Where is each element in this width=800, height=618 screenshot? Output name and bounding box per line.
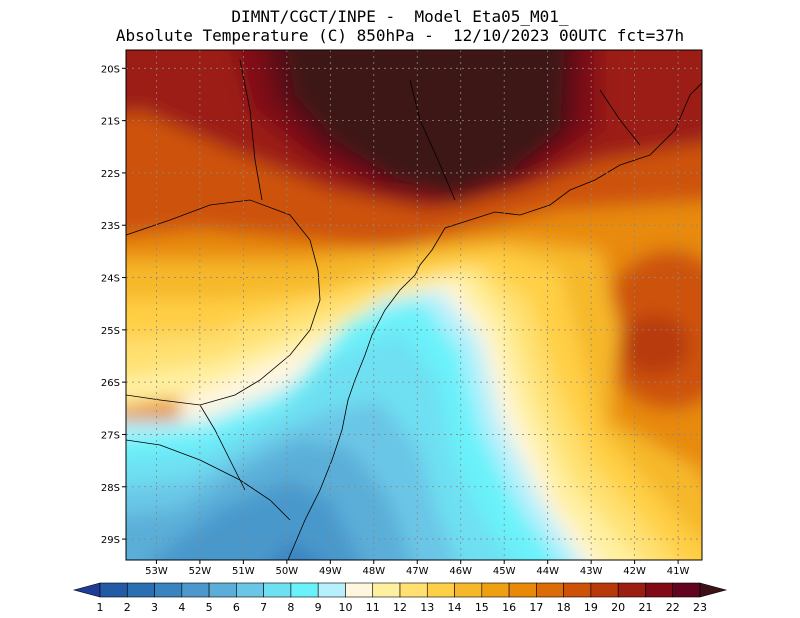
colorbar-label: 11 — [366, 601, 380, 614]
colorbar-swatch — [672, 582, 701, 598]
lon-tick-label: 46W — [449, 566, 472, 577]
temperature-field — [126, 50, 702, 560]
lat-tick-label: 24S — [101, 274, 120, 285]
colorbar-label: 21 — [638, 601, 652, 614]
colorbar-swatch — [590, 582, 619, 598]
lon-tick-label: 49W — [319, 566, 342, 577]
colorbar-swatch — [617, 582, 646, 598]
colorbar-swatch — [508, 582, 537, 598]
colorbar-label: 5 — [206, 601, 213, 614]
map-title-line-2: Absolute Temperature (C) 850hPa - 12/10/… — [115, 26, 685, 45]
colorbar-swatch — [317, 582, 346, 598]
lat-tick-label: 27S — [101, 430, 120, 441]
colorbar-swatch — [263, 582, 292, 598]
latitude-ticks: 20S 21S 22S 23S 24S 25S 26S 27S 28S 29S — [101, 64, 126, 546]
colorbar-swatch — [563, 582, 592, 598]
colorbar-label: 19 — [584, 601, 598, 614]
map-title-line-1: DIMNT/CGCT/INPE - Model Eta05_M01_ — [231, 7, 569, 26]
lon-tick-label: 47W — [406, 566, 429, 577]
colorbar-label: 9 — [315, 601, 322, 614]
lon-tick-label: 44W — [536, 566, 559, 577]
colorbar-label: 12 — [393, 601, 407, 614]
lon-tick-label: 42W — [623, 566, 646, 577]
colorbar-label: 20 — [611, 601, 625, 614]
colorbar-label: 4 — [178, 601, 185, 614]
lon-tick-label: 45W — [493, 566, 516, 577]
colorbar-label: 10 — [338, 601, 352, 614]
colorbar-swatch — [181, 582, 210, 598]
colorbar-label: 1 — [97, 601, 104, 614]
colorbar-label: 18 — [557, 601, 571, 614]
graticule — [126, 50, 702, 560]
colorbar-swatch — [208, 582, 237, 598]
lat-tick-label: 20S — [101, 64, 120, 75]
lat-tick-label: 23S — [101, 221, 120, 232]
lon-tick-label: 48W — [362, 566, 385, 577]
colorbar-swatch — [426, 582, 455, 598]
colorbar-swatch — [290, 582, 319, 598]
lat-tick-label: 26S — [101, 378, 120, 389]
colorbar-label: 23 — [693, 601, 707, 614]
colorbar-swatch — [645, 582, 674, 598]
coastline-borders — [126, 59, 702, 560]
colorbar-label: 16 — [502, 601, 516, 614]
map-frame — [125, 49, 703, 561]
colorbar-label: 6 — [233, 601, 240, 614]
colorbar-swatch — [99, 582, 128, 598]
colorbar-label: 3 — [151, 601, 158, 614]
lat-tick-label: 29S — [101, 535, 120, 546]
colorbar-swatch — [154, 582, 183, 598]
colorbar-arrow-high — [699, 582, 728, 598]
lon-tick-label: 50W — [276, 566, 299, 577]
colorbar-swatch — [481, 582, 510, 598]
colorbar-swatch — [345, 582, 374, 598]
lon-tick-label: 53W — [145, 566, 168, 577]
colorbar-swatch — [536, 582, 564, 598]
longitude-ticks: 53W 52W 51W 50W 49W 48W 47W 46W 45W 44W 43W 42W 41W — [145, 560, 690, 577]
lon-tick-label: 51W — [232, 566, 255, 577]
colorbar-swatch — [399, 582, 428, 598]
colorbar-swatch — [236, 582, 264, 598]
lat-tick-label: 21S — [101, 117, 120, 128]
lon-tick-label: 52W — [189, 566, 212, 577]
colorbar-label: 2 — [124, 601, 131, 614]
colorbar-label: 7 — [260, 601, 267, 614]
colorbar-swatch — [372, 582, 401, 598]
colorbar-label: 15 — [475, 601, 489, 614]
colorbar-label: 13 — [420, 601, 434, 614]
lon-tick-label: 41W — [667, 566, 690, 577]
lon-tick-label: 43W — [580, 566, 603, 577]
colorbar-label: 22 — [666, 601, 680, 614]
colorbar-swatch — [126, 582, 155, 598]
colorbar-label: 14 — [448, 601, 462, 614]
colorbar-arrow-low — [72, 582, 101, 598]
lat-tick-label: 28S — [101, 483, 120, 494]
colorbar-label: 17 — [529, 601, 543, 614]
lat-tick-label: 25S — [101, 326, 120, 337]
colorbar-swatch — [454, 582, 483, 598]
lat-tick-label: 22S — [101, 169, 120, 180]
colorbar: 1 2 3 4 5 6 7 8 9 10 11 12 13 14 15 16 17 18 19 20 21 22 23 — [72, 582, 728, 614]
colorbar-label: 8 — [287, 601, 294, 614]
